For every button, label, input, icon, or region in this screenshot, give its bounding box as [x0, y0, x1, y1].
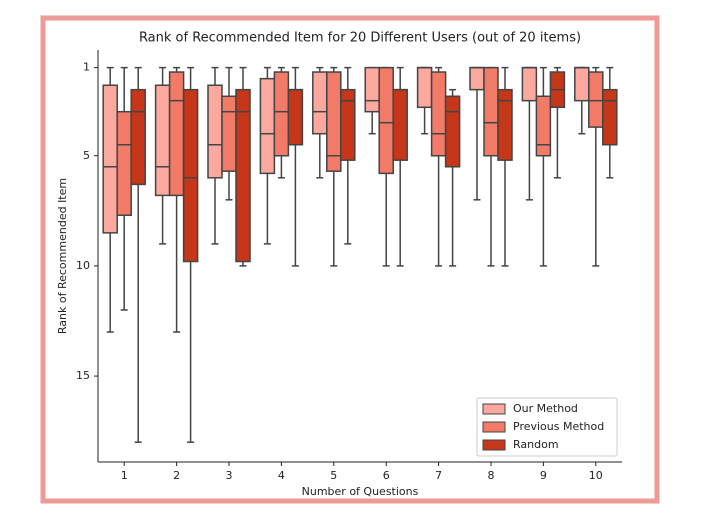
legend-box: [476, 397, 618, 457]
x-tick-label: 2: [173, 469, 180, 482]
box: [287, 88, 304, 146]
box: [273, 71, 290, 157]
box: [364, 66, 380, 113]
box: [483, 66, 499, 157]
box: [444, 95, 461, 168]
box: [259, 77, 276, 175]
x-tick-label: 1: [121, 469, 128, 482]
box: [207, 84, 223, 179]
legend-label: Our Method: [513, 402, 578, 415]
x-tick-label: 9: [540, 469, 547, 482]
box: [130, 88, 146, 186]
box: [469, 66, 485, 91]
box: [312, 71, 328, 135]
box: [340, 88, 356, 161]
y-axis-label: Rank of Recommended Item: [56, 178, 69, 334]
legend-swatch: [482, 403, 506, 415]
y-tick-label: 1: [83, 61, 90, 74]
box: [574, 66, 590, 102]
y-tick-label: 5: [83, 149, 90, 162]
box: [392, 88, 408, 161]
x-tick-label: 8: [488, 469, 495, 482]
x-tick-label: 6: [383, 469, 390, 482]
chart-title: Rank of Recommended Item for 20 Differen…: [139, 31, 581, 46]
box: [221, 95, 237, 172]
box: [602, 88, 618, 146]
box: [182, 88, 199, 263]
y-tick-label: 15: [76, 369, 90, 382]
x-tick-label: 7: [435, 469, 442, 482]
legend-label: Random: [513, 438, 559, 451]
legend-swatch: [482, 421, 506, 433]
box: [102, 84, 118, 234]
box: [116, 110, 132, 216]
x-axis-label: Number of Questions: [302, 485, 419, 498]
box: [154, 84, 171, 197]
box: [416, 66, 433, 109]
legend-swatch: [482, 439, 506, 451]
box: [168, 71, 185, 197]
x-tick-label: 10: [589, 469, 603, 482]
box: [378, 66, 394, 175]
frame: [40, 15, 660, 504]
box: [430, 71, 447, 157]
y-tick-label: 10: [76, 259, 90, 272]
legend-label: Previous Method: [513, 420, 604, 433]
box: [497, 88, 513, 161]
x-tick-label: 4: [278, 469, 285, 482]
box: [521, 66, 538, 102]
box: [235, 88, 251, 263]
box: [588, 71, 604, 128]
x-tick-label: 5: [330, 469, 337, 482]
x-tick-label: 3: [226, 469, 233, 482]
box: [535, 95, 552, 157]
